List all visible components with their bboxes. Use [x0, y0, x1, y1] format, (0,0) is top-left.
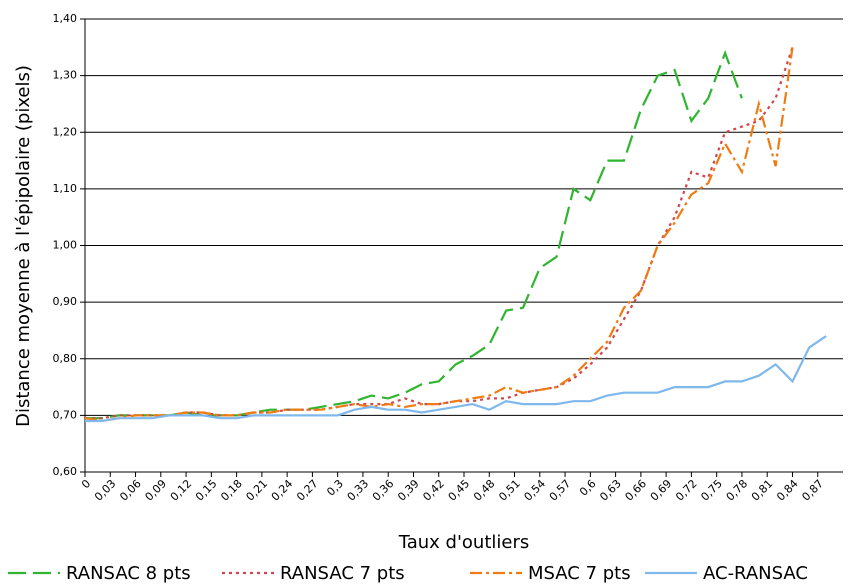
legend-label: RANSAC 7 pts [280, 563, 405, 584]
x-tick-label: 0,33 [345, 477, 372, 504]
series-line [85, 335, 827, 423]
series-line [84, 47, 794, 423]
y-tick-label: 1,00 [53, 239, 78, 252]
x-tick-label: 0,54 [522, 477, 549, 504]
x-tick-label: 0,09 [143, 477, 170, 504]
series-line [85, 49, 743, 420]
x-tick-label: 0,27 [294, 477, 321, 504]
x-tick-label: 0,48 [471, 477, 498, 504]
y-tick-label: 1,20 [53, 125, 78, 138]
x-tick-label: 0,51 [496, 477, 523, 504]
x-tick-label: 0,15 [193, 477, 220, 504]
x-tick-label: 0,87 [799, 477, 826, 504]
y-tick-label: 1,40 [53, 12, 78, 25]
x-tick-label: 0,66 [623, 477, 650, 504]
y-axis-label: Distance moyenne à l'épipolaire (pixels) [13, 65, 34, 427]
x-tick-label: 0,69 [648, 477, 675, 504]
y-tick-label: 1,30 [53, 69, 78, 82]
y-tick-label: 0,80 [53, 352, 78, 365]
x-tick-label: 0,63 [597, 477, 624, 504]
x-tick-label: 0,84 [774, 477, 801, 504]
y-tick-label: 0,60 [53, 465, 78, 478]
x-tick-label: 0,3 [324, 477, 346, 499]
x-tick-label: 0,12 [168, 477, 195, 504]
x-tick-label: 0,57 [547, 477, 574, 504]
x-tick-label: 0,39 [395, 477, 422, 504]
x-tick-label: 0,72 [673, 477, 700, 504]
x-tick-label: 0,81 [749, 477, 776, 504]
x-tick-label: 0,36 [370, 477, 397, 504]
x-tick-label: 0,24 [269, 477, 296, 504]
x-tick-label: 0,75 [698, 477, 725, 504]
legend-label: MSAC 7 pts [528, 563, 631, 584]
x-tick-label: 0,18 [218, 477, 245, 504]
y-tick-label: 0,90 [53, 295, 78, 308]
x-tick-label: 0,06 [117, 477, 144, 504]
legend-label: AC-RANSAC [703, 563, 808, 584]
x-tick-label: 0,42 [420, 477, 447, 504]
x-tick-label: 0,21 [244, 477, 271, 504]
y-tick-label: 0,70 [53, 408, 78, 421]
x-tick-label: 0,45 [446, 477, 473, 504]
x-tick-label: 0 [79, 477, 93, 491]
y-tick-label: 1,10 [53, 182, 78, 195]
x-tick-label: 0,6 [577, 477, 599, 499]
x-tick-label: 0,03 [92, 477, 119, 504]
x-axis-label: Taux d'outliers [398, 532, 530, 553]
x-tick-label: 0,78 [724, 477, 751, 504]
legend-label: RANSAC 8 pts [66, 563, 191, 584]
